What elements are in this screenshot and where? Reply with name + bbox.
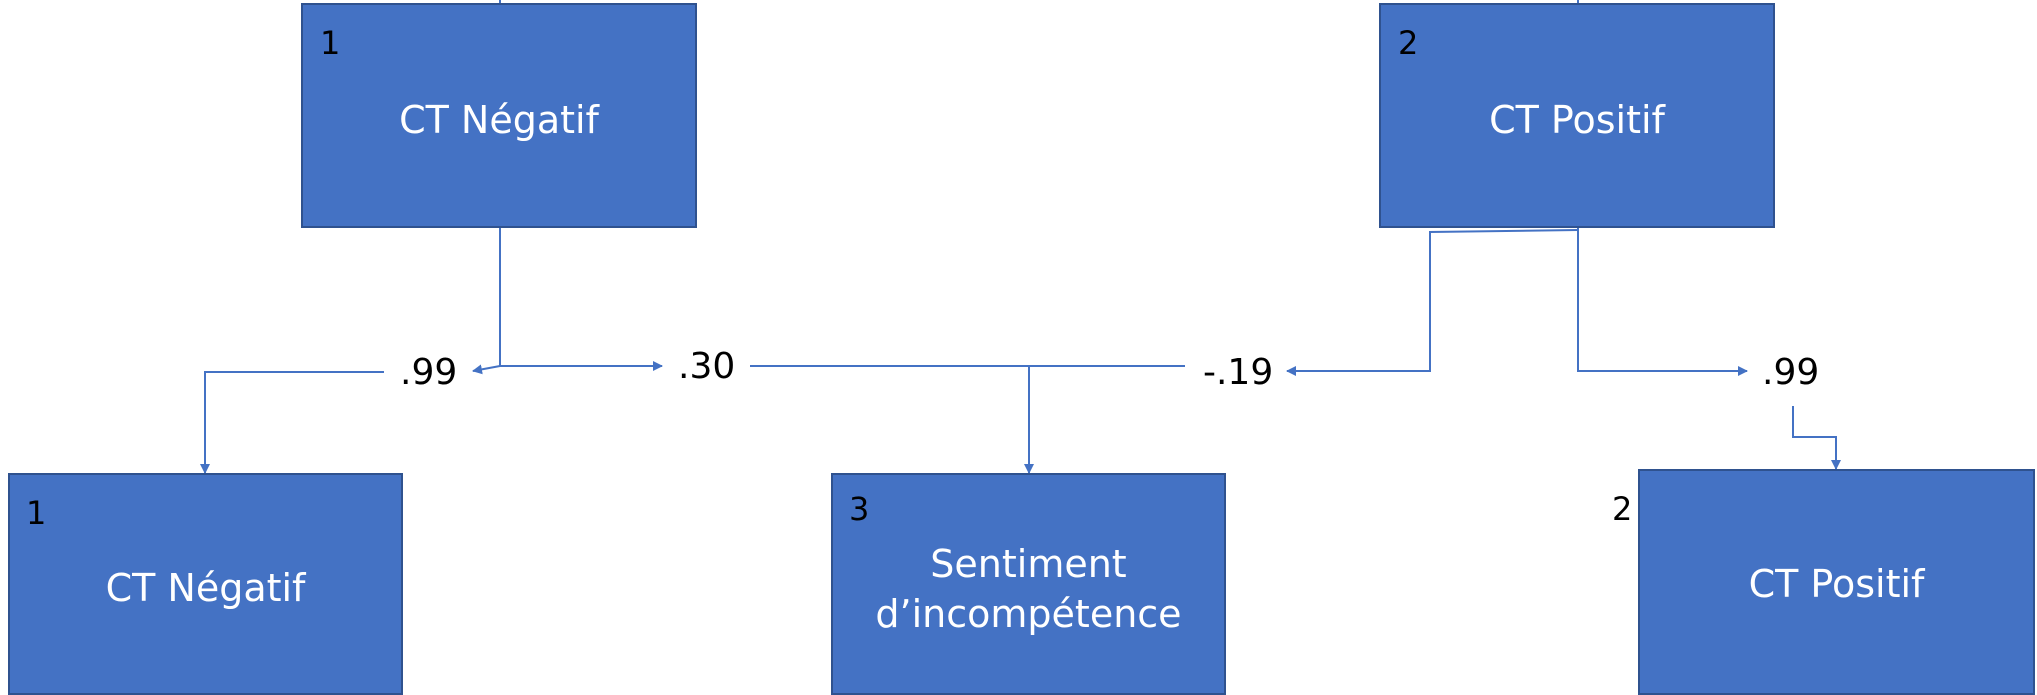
coef-negatif-stability: .99 [400, 352, 458, 393]
box-number: 1 [26, 494, 47, 532]
box-label: CT Négatif [105, 566, 306, 610]
box-number: 2 [1612, 490, 1633, 528]
box-label: CT Positif [1748, 562, 1925, 606]
stability-negatif-arrow [200, 371, 384, 474]
box-label: CT Positif [1489, 98, 1665, 142]
box-label-line2: d’incompétence [875, 592, 1182, 636]
bottom-ct-positif-box: 2 CT Positif [1612, 469, 2035, 695]
top-ct-positif-box: 2 CT Positif [1379, 3, 1775, 228]
positif-to-stability-arrow [1577, 228, 1748, 376]
stability-positif-arrow [1792, 406, 1841, 470]
bottom-ct-negatif-box: 1 CT Négatif [8, 473, 403, 695]
coef-positif-stability: .99 [1762, 352, 1820, 393]
box-label: CT Négatif [399, 98, 599, 142]
negatif-to-stability-arrow [472, 364, 501, 375]
coef-negatif-sentiment: .30 [678, 346, 736, 387]
box-number: 3 [849, 490, 870, 528]
coef-positif-sentiment: -.19 [1203, 352, 1274, 393]
bottom-sentiment-box: 3 Sentiment d’incompétence [831, 473, 1226, 695]
positif-to-sentiment-arrow [1286, 229, 1579, 376]
top-ct-negatif-box: 1 CT Négatif [301, 3, 697, 228]
box-number: 2 [1398, 24, 1419, 62]
box-number: 1 [320, 24, 341, 62]
box-label-line1: Sentiment [930, 542, 1127, 586]
